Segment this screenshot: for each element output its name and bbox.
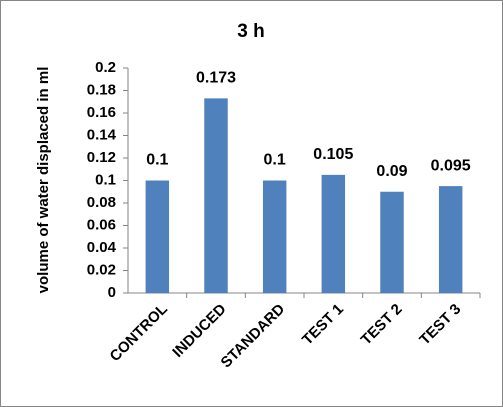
y-tick-label: 0.12 [87, 149, 116, 166]
bar [145, 180, 170, 293]
y-tick-label: 0.1 [95, 171, 116, 188]
y-tick-label: 0.02 [87, 261, 116, 278]
data-label: 0.095 [431, 157, 471, 174]
data-label: 0.105 [313, 146, 353, 163]
y-tick-label: 0.18 [87, 81, 116, 98]
bar [380, 191, 404, 293]
data-label: 0.09 [376, 163, 407, 180]
y-tick-label: 0.16 [87, 104, 116, 121]
chart-title: 3 h [237, 21, 264, 42]
y-tick-label: 0 [108, 284, 116, 301]
y-tick-label: 0.08 [87, 194, 116, 211]
y-tick-label: 0.04 [87, 239, 117, 256]
bar [438, 186, 463, 293]
y-tick-label: 0.06 [87, 216, 116, 233]
bar [262, 180, 287, 293]
data-label: 0.173 [196, 70, 236, 87]
data-label: 0.1 [264, 152, 286, 169]
y-tick-label: 0.2 [95, 59, 116, 76]
bar [204, 98, 228, 293]
data-label: 0.1 [146, 152, 168, 169]
y-axis-label: volume of water displaced in ml [35, 67, 52, 294]
y-tick-label: 0.14 [87, 126, 117, 143]
bar [321, 174, 346, 293]
